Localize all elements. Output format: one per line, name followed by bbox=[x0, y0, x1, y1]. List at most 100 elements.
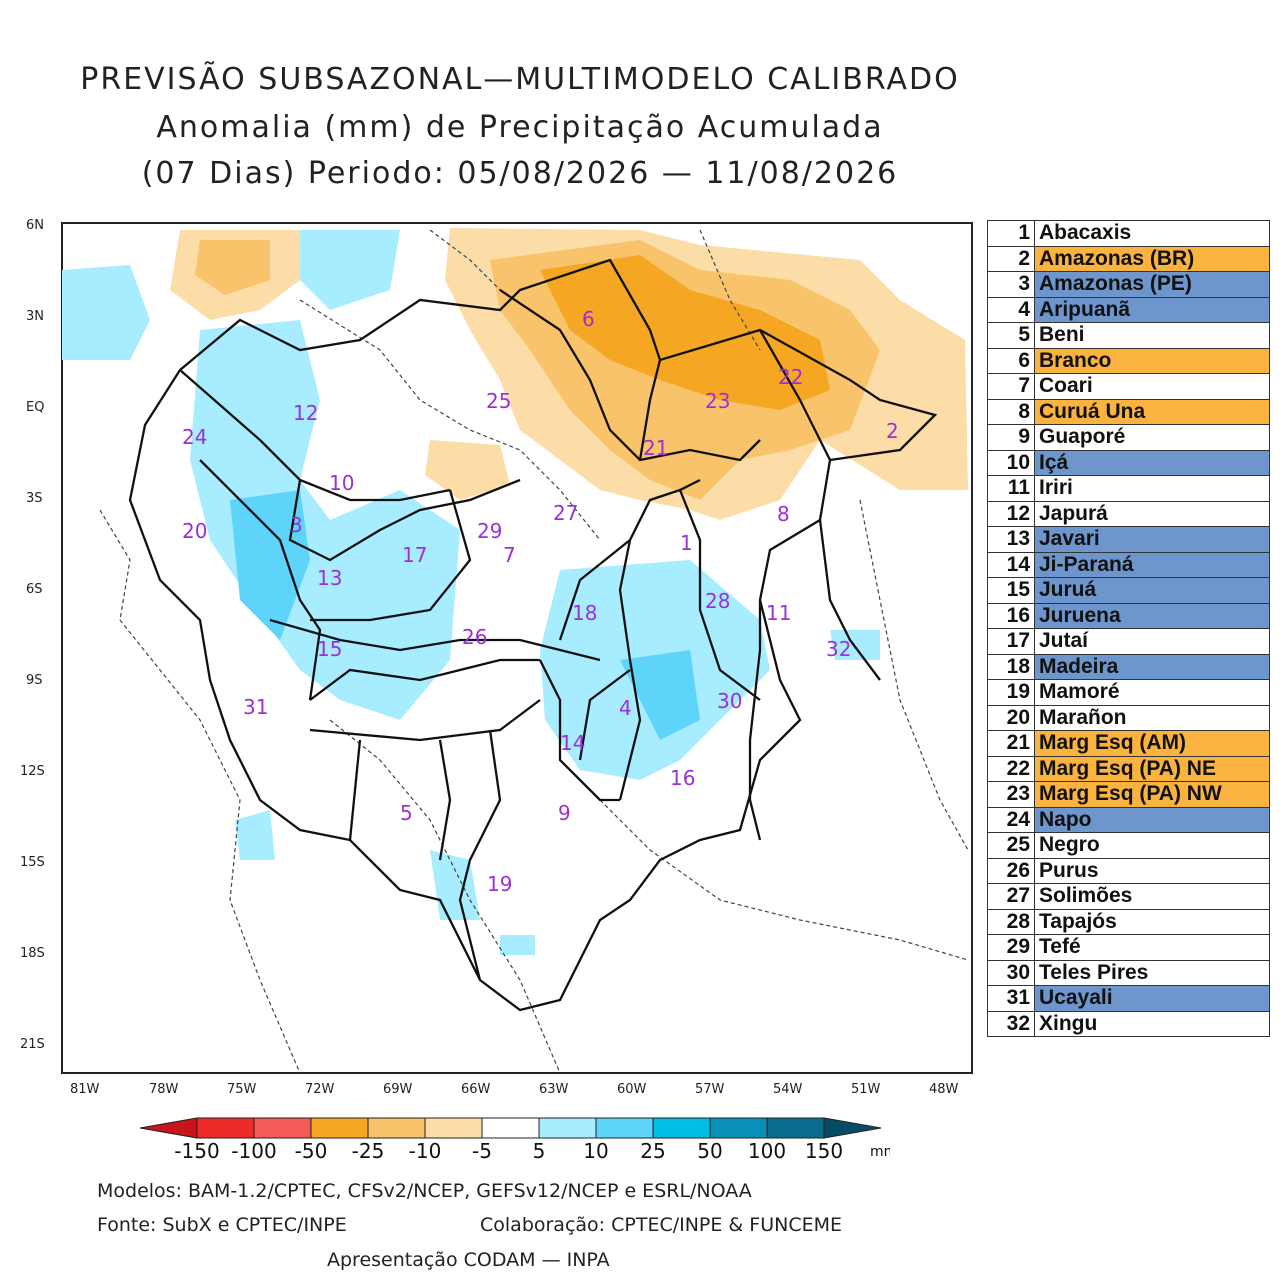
legend-row: 15 Juruá bbox=[987, 577, 1270, 604]
legend-row: 18 Madeira bbox=[987, 653, 1270, 680]
svg-text:60W: 60W bbox=[617, 1082, 647, 1097]
legend-row: 25 Negro bbox=[987, 832, 1270, 859]
legend-basin-number: 11 bbox=[987, 475, 1035, 502]
legend-row: 20 Marañon bbox=[987, 704, 1270, 731]
colorbar-cell bbox=[139, 1117, 198, 1139]
legend-basin-number: 1 bbox=[987, 220, 1035, 247]
legend-basin-name: Amazonas (PE) bbox=[1034, 271, 1270, 298]
legend-basin-name: Curuá Una bbox=[1034, 398, 1270, 425]
legend-basin-number: 17 bbox=[987, 628, 1035, 655]
colorbar-cell bbox=[823, 1117, 882, 1139]
footer-source: Fonte: SubX e CPTEC/INPE bbox=[97, 1214, 347, 1236]
legend-row: 14 Ji-Paraná bbox=[987, 551, 1270, 578]
legend-basin-name: Branco bbox=[1034, 347, 1270, 374]
legend-row: 12 Japurá bbox=[987, 500, 1270, 527]
basin-label-13: 13 bbox=[317, 566, 342, 590]
legend-row: 31 Ucayali bbox=[987, 985, 1270, 1012]
colorbar-unit: mm bbox=[870, 1144, 890, 1160]
svg-text:9S: 9S bbox=[26, 673, 43, 688]
legend-row: 22 Marg Esq (PA) NE bbox=[987, 755, 1270, 782]
legend-basin-name: Iriri bbox=[1034, 475, 1270, 502]
basin-label-31: 31 bbox=[243, 695, 268, 719]
svg-text:21S: 21S bbox=[20, 1037, 45, 1052]
basin-label-5: 5 bbox=[400, 801, 413, 825]
legend-row: 28 Tapajós bbox=[987, 908, 1270, 935]
basin-label-18: 18 bbox=[572, 601, 597, 625]
legend-basin-number: 32 bbox=[987, 1010, 1035, 1037]
title-line-3: (07 Dias) Periodo: 05/08/2026 — 11/08/20… bbox=[141, 156, 899, 191]
footer-presentation: Apresentação CODAM — INPA bbox=[327, 1249, 610, 1271]
basin-label-4: 4 bbox=[619, 696, 632, 720]
legend-basin-name: Içá bbox=[1034, 449, 1270, 476]
basin-outlines bbox=[128, 258, 938, 1012]
legend-basin-name: Tapajós bbox=[1034, 908, 1270, 935]
colorbar-tick-label: -50 bbox=[295, 1139, 328, 1163]
legend-basin-name: Madeira bbox=[1034, 653, 1270, 680]
legend-row: 8 Curuá Una bbox=[987, 398, 1270, 425]
basin-label-15: 15 bbox=[317, 637, 342, 661]
basin-label-9: 9 bbox=[558, 801, 571, 825]
svg-text:69W: 69W bbox=[383, 1082, 413, 1097]
colorbar-tick-label: -5 bbox=[472, 1139, 492, 1163]
legend-basin-number: 12 bbox=[987, 500, 1035, 527]
svg-text:78W: 78W bbox=[149, 1082, 179, 1097]
legend-basin-name: Ucayali bbox=[1034, 985, 1270, 1012]
svg-text:51W: 51W bbox=[851, 1082, 881, 1097]
basin-label-20: 20 bbox=[182, 519, 207, 543]
svg-text:3S: 3S bbox=[26, 491, 43, 506]
colorbar-cell bbox=[196, 1117, 255, 1139]
legend-row: 11 Iriri bbox=[987, 475, 1270, 502]
legend-row: 23 Marg Esq (PA) NW bbox=[987, 781, 1270, 808]
basin-number-labels: 1 2 3 4 5 6 7 8 9 10 11 12 13 14 15 16 1… bbox=[182, 307, 899, 896]
legend-basin-number: 3 bbox=[987, 271, 1035, 298]
basin-label-16: 16 bbox=[670, 766, 695, 790]
legend-basin-number: 24 bbox=[987, 806, 1035, 833]
legend-basin-name: Marañon bbox=[1034, 704, 1270, 731]
svg-text:75W: 75W bbox=[227, 1082, 257, 1097]
colorbar-cell bbox=[766, 1117, 825, 1139]
basin-label-24: 24 bbox=[182, 425, 207, 449]
legend-basin-name: Marg Esq (PA) NE bbox=[1034, 755, 1270, 782]
colorbar-cell bbox=[709, 1117, 768, 1139]
legend-basin-name: Napo bbox=[1034, 806, 1270, 833]
legend-basin-number: 18 bbox=[987, 653, 1035, 680]
legend-basin-name: Marg Esq (AM) bbox=[1034, 730, 1270, 757]
basin-label-27: 27 bbox=[553, 501, 578, 525]
legend-row: 30 Teles Pires bbox=[987, 959, 1270, 986]
colorbar-tick-label: 100 bbox=[748, 1139, 786, 1163]
basin-label-7: 7 bbox=[503, 543, 516, 567]
legend-basin-number: 19 bbox=[987, 679, 1035, 706]
legend-basin-number: 29 bbox=[987, 934, 1035, 961]
basin-label-29: 29 bbox=[477, 519, 502, 543]
map-svg: 6N 3N EQ 3S 6S 9S 12S 15S 18S 21S 81W 78… bbox=[20, 218, 973, 1097]
legend-basin-name: Juruá bbox=[1034, 577, 1270, 604]
legend-basin-number: 5 bbox=[987, 322, 1035, 349]
legend-basin-name: Tefé bbox=[1034, 934, 1270, 961]
legend-basin-name: Xingu bbox=[1034, 1010, 1270, 1037]
colorbar-tick-label: -150 bbox=[174, 1139, 219, 1163]
colorbar-tick-label: 5 bbox=[533, 1139, 546, 1163]
legend-basin-number: 27 bbox=[987, 883, 1035, 910]
legend-basin-number: 25 bbox=[987, 832, 1035, 859]
legend-basin-number: 14 bbox=[987, 551, 1035, 578]
basin-label-32: 32 bbox=[826, 637, 851, 661]
basin-label-21: 21 bbox=[643, 436, 668, 460]
svg-text:EQ: EQ bbox=[26, 400, 44, 415]
svg-text:66W: 66W bbox=[461, 1082, 491, 1097]
basin-label-1: 1 bbox=[680, 531, 693, 555]
legend-basin-number: 21 bbox=[987, 730, 1035, 757]
legend-basin-name: Marg Esq (PA) NW bbox=[1034, 781, 1270, 808]
legend-row: 24 Napo bbox=[987, 806, 1270, 833]
colorbar-cell bbox=[481, 1117, 540, 1139]
basin-label-6: 6 bbox=[582, 307, 595, 331]
colorbar-cell bbox=[253, 1117, 312, 1139]
colorbar-cell bbox=[424, 1117, 483, 1139]
legend-basin-number: 8 bbox=[987, 398, 1035, 425]
svg-text:18S: 18S bbox=[20, 946, 45, 961]
basin-label-23: 23 bbox=[705, 389, 730, 413]
footer-collaboration: Colaboração: CPTEC/INPE & FUNCEME bbox=[480, 1214, 843, 1236]
basin-label-22: 22 bbox=[778, 365, 803, 389]
legend-basin-name: Beni bbox=[1034, 322, 1270, 349]
basin-label-19: 19 bbox=[487, 872, 512, 896]
map-panel: 6N 3N EQ 3S 6S 9S 12S 15S 18S 21S 81W 78… bbox=[0, 200, 990, 1120]
